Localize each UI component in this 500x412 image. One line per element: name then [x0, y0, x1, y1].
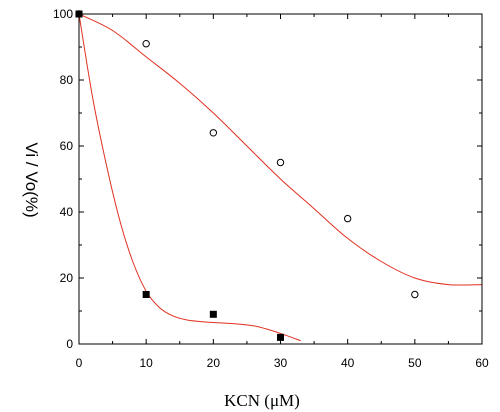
x-tick-label: 30: [274, 356, 288, 370]
x-tick-label: 40: [341, 356, 355, 370]
square-point: [277, 333, 284, 341]
y-tick-label: 40: [60, 205, 74, 219]
fit-curve: [78, 13, 483, 286]
circle-point: [209, 129, 218, 137]
square-point: [142, 291, 150, 298]
y-tick-label: 0: [66, 337, 73, 351]
x-tick-label: 50: [408, 356, 422, 370]
y-axis-title: Vi / Vo(%): [22, 142, 41, 217]
x-axis-title: KCN (μM): [224, 391, 300, 410]
x-tick-label: 60: [475, 356, 489, 370]
y-tick-label: 80: [60, 73, 74, 87]
circle-point: [343, 214, 352, 223]
circle-point: [276, 158, 285, 167]
fit-curves: [78, 13, 483, 342]
square-point: [209, 310, 217, 318]
circle-point: [142, 40, 150, 48]
axis-ticks: 0 10 20 30 40 50 60 0 20 40 60 80 100: [53, 7, 489, 370]
y-tick-label: 60: [60, 139, 74, 153]
y-tick-label: 20: [60, 271, 74, 285]
fit-curve: [78, 13, 301, 342]
x-tick-label: 20: [207, 356, 221, 370]
square-point: [75, 10, 83, 18]
data-points: [75, 10, 419, 341]
x-tick-label: 10: [139, 356, 153, 370]
y-tick-label: 100: [53, 7, 73, 21]
circle-point: [411, 290, 419, 299]
x-tick-label: 0: [76, 356, 83, 370]
